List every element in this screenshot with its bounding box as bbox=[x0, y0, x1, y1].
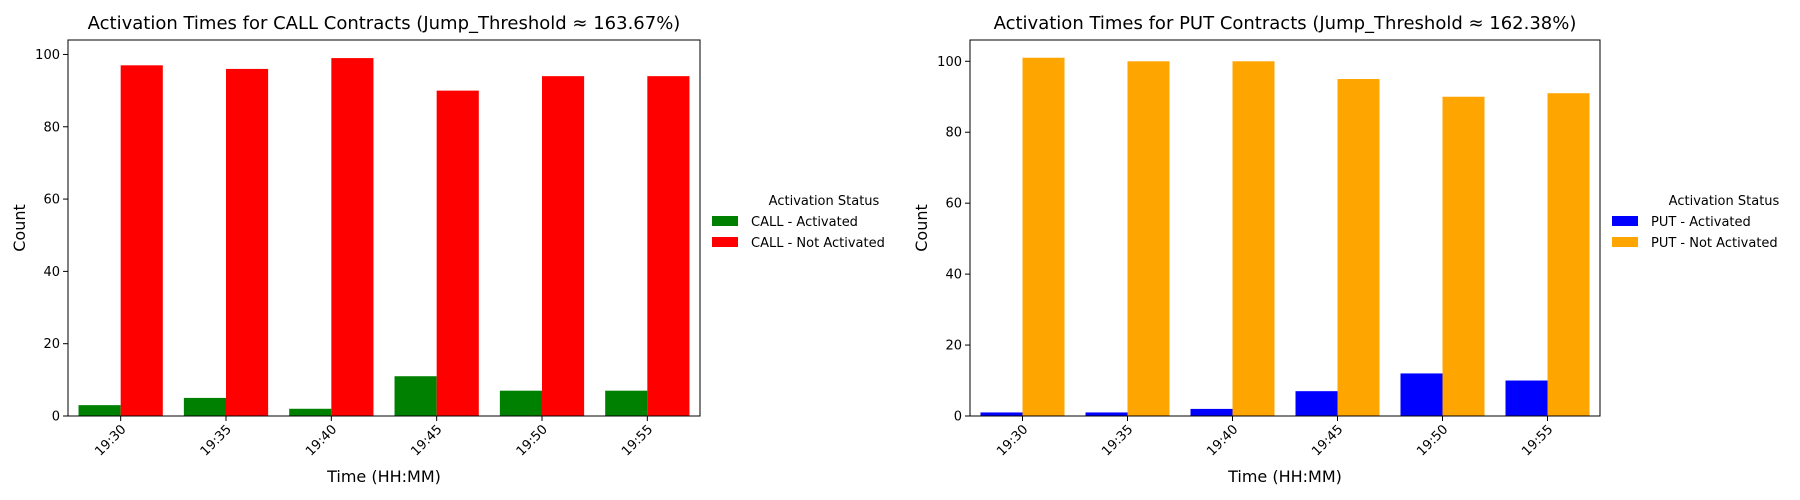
put-x-axis-label: Time (HH:MM) bbox=[1227, 467, 1342, 486]
call-legend-swatch bbox=[712, 216, 738, 226]
put-ytick-label: 40 bbox=[945, 268, 962, 283]
call-x-axis-label: Time (HH:MM) bbox=[326, 467, 441, 486]
call-bar-activated-1955 bbox=[605, 390, 648, 416]
put-xtick-label: 19:45 bbox=[1309, 422, 1346, 459]
call-legend: Activation Status CALL - Activated CALL - … bbox=[712, 194, 885, 251]
put-bar-activated-1950 bbox=[1400, 373, 1443, 416]
call-bar-activated-1940 bbox=[289, 408, 332, 416]
call-ytick-label: 40 bbox=[43, 265, 60, 280]
call-bar-activated-1950 bbox=[499, 390, 542, 416]
call-xtick-label: 19:35 bbox=[198, 422, 235, 459]
call-legend-label: CALL - Not Activated bbox=[751, 236, 885, 251]
put-legend: Activation Status PUT - Activated PUT - No… bbox=[1612, 194, 1780, 251]
put-legend-swatch bbox=[1612, 237, 1638, 247]
call-bar-activated-1945 bbox=[394, 376, 437, 416]
call-xtick-label: 19:40 bbox=[303, 422, 340, 459]
call-bar-not-activated-1930 bbox=[120, 65, 163, 416]
put-bar-activated-1955 bbox=[1505, 380, 1548, 416]
call-bar-not-activated-1945 bbox=[436, 90, 479, 417]
call-xtick-label: 19:50 bbox=[514, 422, 551, 459]
call-legend-title: Activation Status bbox=[769, 194, 880, 209]
call-xtick-label: 19:45 bbox=[408, 422, 445, 459]
put-bar-not-activated-1930 bbox=[1022, 57, 1065, 417]
call-ytick-label: 0 bbox=[52, 410, 60, 425]
put-ytick-label: 60 bbox=[945, 197, 962, 212]
call-plot-frame bbox=[67, 39, 701, 417]
put-ytick-label: 100 bbox=[937, 55, 962, 70]
call-chart: Activation Times for CALL Contracts (Jum… bbox=[10, 13, 885, 486]
put-legend-label: PUT - Not Activated bbox=[1651, 236, 1778, 251]
put-y-axis-label: Count bbox=[912, 204, 931, 252]
call-y-axis-label: Count bbox=[10, 204, 29, 252]
put-xtick-label: 19:50 bbox=[1414, 422, 1451, 459]
call-bar-not-activated-1935 bbox=[226, 68, 269, 417]
put-bar-activated-1935 bbox=[1085, 412, 1128, 416]
put-bar-activated-1930 bbox=[980, 412, 1023, 416]
put-ytick-label: 20 bbox=[945, 339, 962, 354]
put-bar-activated-1945 bbox=[1295, 391, 1338, 416]
put-ytick-label: 0 bbox=[954, 410, 962, 425]
call-ytick-label: 80 bbox=[43, 120, 60, 135]
put-bar-not-activated-1950 bbox=[1442, 96, 1485, 416]
call-ytick-label: 60 bbox=[43, 193, 60, 208]
put-legend-label: PUT - Activated bbox=[1651, 215, 1751, 230]
call-bar-activated-1935 bbox=[183, 397, 226, 416]
put-xtick-label: 19:40 bbox=[1204, 422, 1241, 459]
call-xtick-label: 19:55 bbox=[619, 422, 656, 459]
put-chart-title: Activation Times for PUT Contracts (Jump… bbox=[994, 13, 1577, 34]
put-chart: Activation Times for PUT Contracts (Jump… bbox=[912, 13, 1780, 486]
call-legend-label: CALL - Activated bbox=[751, 215, 858, 230]
call-xtick-label: 19:30 bbox=[92, 422, 129, 459]
call-ytick-label: 20 bbox=[43, 337, 60, 352]
call-chart-title: Activation Times for CALL Contracts (Jum… bbox=[88, 13, 681, 34]
call-bar-not-activated-1940 bbox=[331, 58, 374, 416]
call-bar-activated-1930 bbox=[78, 405, 121, 416]
put-plot-frame bbox=[969, 39, 1601, 417]
put-bar-not-activated-1955 bbox=[1547, 93, 1590, 417]
put-legend-swatch bbox=[1612, 216, 1638, 226]
put-bar-activated-1940 bbox=[1190, 408, 1233, 416]
put-bar-not-activated-1940 bbox=[1232, 61, 1275, 416]
put-xtick-label: 19:35 bbox=[1099, 422, 1136, 459]
put-xtick-label: 19:55 bbox=[1519, 422, 1556, 459]
put-bar-not-activated-1935 bbox=[1127, 61, 1170, 416]
call-legend-swatch bbox=[712, 237, 738, 247]
put-legend-title: Activation Status bbox=[1669, 194, 1780, 209]
call-bar-not-activated-1950 bbox=[542, 76, 585, 417]
call-bar-not-activated-1955 bbox=[647, 76, 690, 417]
call-ytick-label: 100 bbox=[35, 48, 60, 63]
put-ytick-label: 80 bbox=[945, 126, 962, 141]
put-bar-not-activated-1945 bbox=[1337, 79, 1380, 417]
put-xtick-label: 19:30 bbox=[994, 422, 1031, 459]
